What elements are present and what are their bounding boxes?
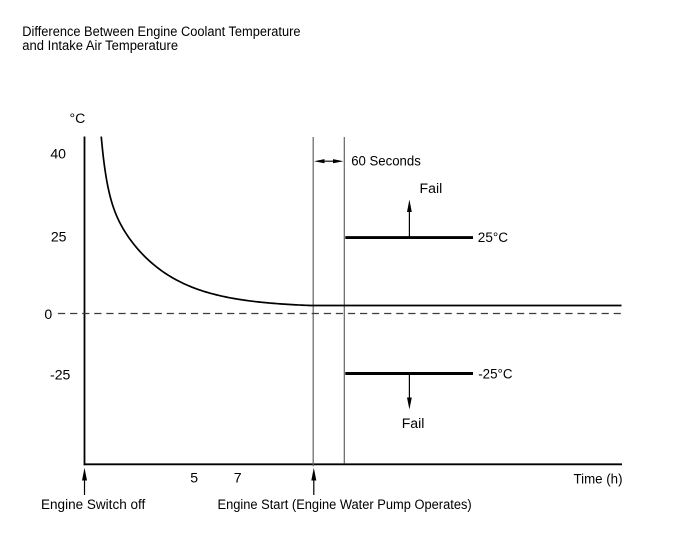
- svg-text:5: 5: [190, 470, 198, 486]
- svg-text:25: 25: [51, 229, 67, 245]
- svg-text:Time (h): Time (h): [574, 471, 623, 487]
- svg-text:40: 40: [50, 146, 66, 162]
- svg-text:7: 7: [234, 470, 242, 486]
- svg-text:0: 0: [44, 306, 52, 322]
- svg-text:Fail: Fail: [402, 415, 425, 431]
- svg-text:Engine Start (Engine Water Pum: Engine Start (Engine Water Pump Operates…: [218, 496, 472, 512]
- svg-text:Engine Switch off: Engine Switch off: [41, 496, 145, 512]
- svg-text:°C: °C: [70, 110, 86, 126]
- svg-text:Difference Between Engine Cool: Difference Between Engine Coolant Temper…: [22, 23, 300, 39]
- svg-text:Fail: Fail: [420, 180, 443, 196]
- svg-text:-25°C: -25°C: [478, 365, 512, 381]
- svg-text:25°C: 25°C: [478, 229, 508, 245]
- svg-text:-25: -25: [50, 367, 71, 383]
- svg-text:and Intake Air Temperature: and Intake Air Temperature: [22, 37, 178, 53]
- svg-text:60 Seconds: 60 Seconds: [351, 152, 421, 168]
